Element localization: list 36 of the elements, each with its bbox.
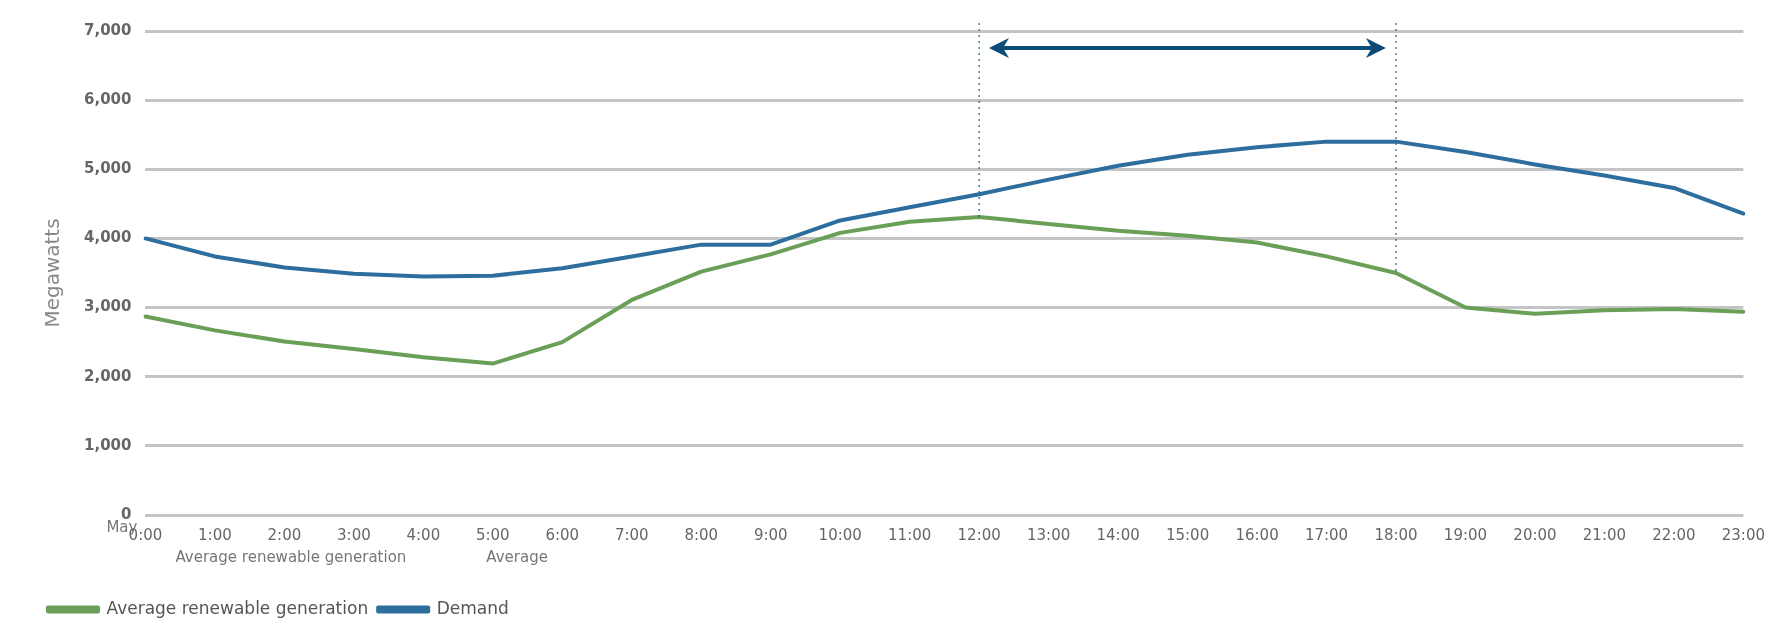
x-tick-label: 10:00 (818, 525, 862, 544)
legend-label: Average renewable generation (106, 597, 369, 618)
y-tick-label: 1,000 (83, 435, 132, 454)
x-tick-label: 19:00 (1443, 525, 1488, 544)
x-tick-label: 6:00 (545, 525, 580, 544)
x-tick-label: 8:00 (684, 525, 719, 544)
x-tick-label: 16:00 (1235, 525, 1279, 544)
y-tick-label: 5,000 (83, 159, 132, 178)
x-tick-label: 1:00 (198, 525, 232, 544)
legend-label: Demand (436, 597, 509, 618)
x-tick-label: 5:00 (475, 525, 510, 544)
y-tick-label: 4,000 (83, 228, 132, 247)
x-tick-label: 21:00 (1582, 525, 1627, 544)
x-tick-label: 15:00 (1165, 525, 1210, 544)
text: Average (486, 548, 548, 567)
x-tick-label: 4:00 (406, 525, 441, 544)
x-tick-label: 12:00 (957, 525, 1001, 544)
text: Average renewable generation (175, 548, 407, 567)
x-tick-label: 18:00 (1374, 525, 1418, 544)
x-tick-label: 23:00 (1721, 525, 1765, 544)
x-tick-label: 13:00 (1027, 525, 1071, 544)
x-tick-label: 9:00 (753, 525, 788, 544)
y-tick-label: 6,000 (83, 90, 132, 109)
y-tick-label: 2,000 (83, 366, 132, 385)
x-tick-label: 14:00 (1096, 525, 1140, 544)
x-tick-label: 17:00 (1304, 525, 1349, 544)
y-tick-label: 0 (121, 504, 132, 523)
x-tick-label: 20:00 (1513, 525, 1557, 544)
y-axis-title: Megawatts (40, 218, 65, 328)
x-tick-label: 22:00 (1652, 525, 1696, 544)
x-tick-label: 7:00 (614, 525, 649, 544)
y-tick-label: 3,000 (83, 297, 132, 316)
x-tick-label: 2:00 (267, 525, 302, 544)
x-tick-label: 11:00 (888, 525, 932, 544)
x-tick-label: 3:00 (337, 525, 371, 544)
y-tick-label: 7,000 (83, 20, 132, 39)
